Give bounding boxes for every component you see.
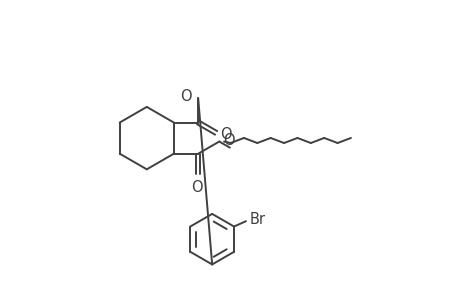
Text: O: O — [219, 127, 231, 142]
Text: O: O — [191, 180, 203, 195]
Text: O: O — [179, 89, 191, 104]
Text: Br: Br — [249, 212, 265, 227]
Text: O: O — [223, 133, 234, 148]
